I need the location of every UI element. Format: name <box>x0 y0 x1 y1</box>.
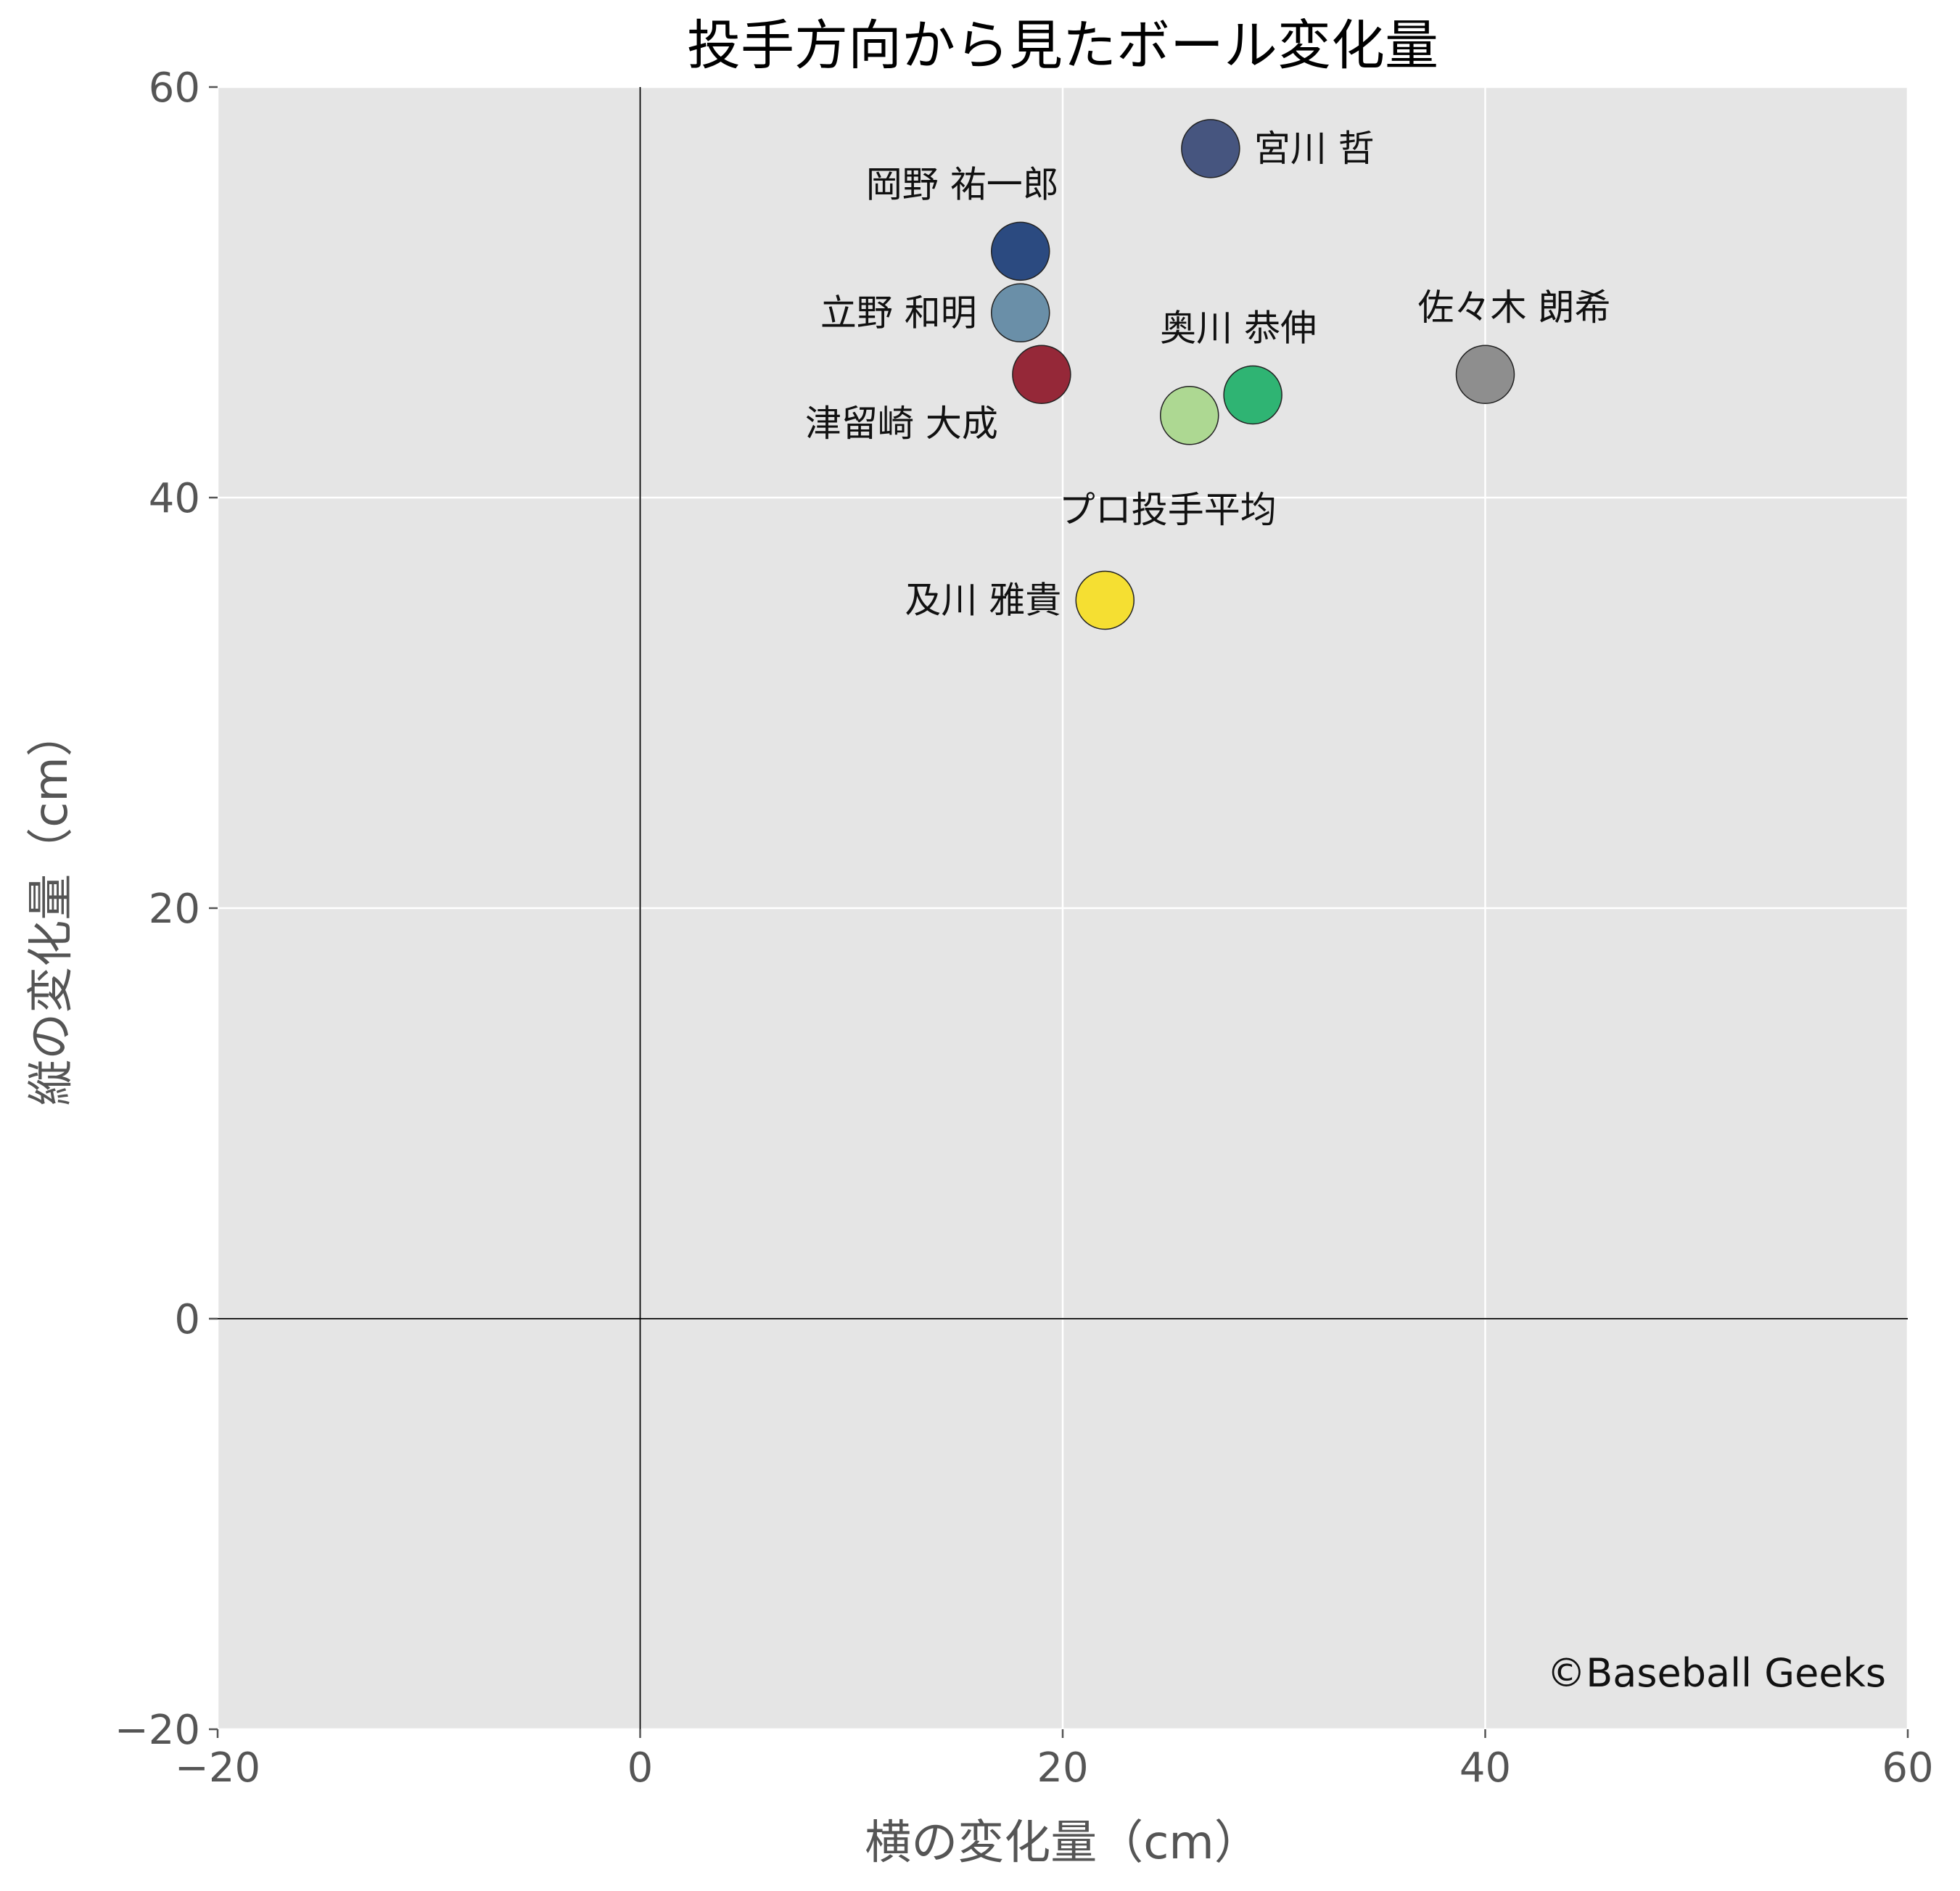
zero-lines <box>218 87 1908 1729</box>
data-point[interactable] <box>1181 119 1240 178</box>
y-axis-label: 縦の変化量（cm） <box>25 710 78 1106</box>
data-point[interactable] <box>1012 345 1071 404</box>
x-tick-label: −20 <box>175 1744 260 1792</box>
y-tick-label: 40 <box>149 475 200 522</box>
y-tick-label: −20 <box>115 1707 200 1754</box>
point-label: 佐々木 朗希 <box>1418 287 1611 329</box>
y-tick-label: 0 <box>174 1296 200 1343</box>
data-point[interactable] <box>991 283 1050 343</box>
point-label: 宮川 哲 <box>1254 128 1375 170</box>
point-label: 及川 雅貴 <box>905 580 1061 622</box>
y-tick-label: 20 <box>149 886 200 933</box>
data-point[interactable] <box>1160 386 1219 445</box>
x-axis-label: 横の変化量（cm） <box>865 1816 1261 1870</box>
credit-watermark: ©Baseball Geeks <box>1547 1650 1886 1696</box>
axis-ticks: −20 0 20 40 60 −20 0 20 40 60 <box>115 65 1934 1792</box>
chart-title: 投手方向から見たボール変化量 <box>687 15 1438 77</box>
data-point[interactable] <box>1223 365 1282 425</box>
x-tick-label: 0 <box>627 1744 654 1792</box>
x-tick-label: 20 <box>1037 1744 1088 1792</box>
point-label: プロ投手平均 <box>1059 489 1277 531</box>
data-points <box>991 119 1515 630</box>
x-tick-label: 60 <box>1882 1744 1933 1792</box>
point-label: 岡野 祐一郎 <box>866 163 1059 205</box>
point-label: 奥川 恭伸 <box>1160 308 1317 350</box>
data-point[interactable] <box>1075 570 1135 630</box>
data-point[interactable] <box>1455 345 1515 404</box>
data-point[interactable] <box>991 221 1050 281</box>
x-tick-label: 40 <box>1459 1744 1511 1792</box>
point-label: 立野 和明 <box>820 292 977 334</box>
point-label: 津留崎 大成 <box>805 403 998 445</box>
y-tick-label: 60 <box>149 65 200 112</box>
